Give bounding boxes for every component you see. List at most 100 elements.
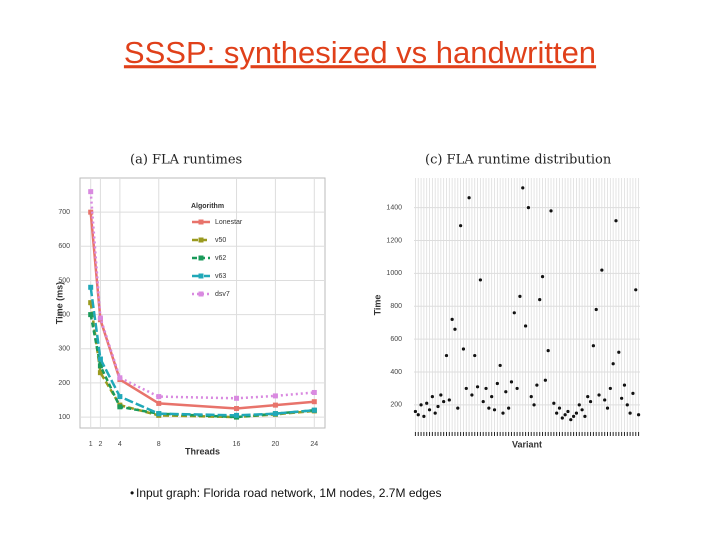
legend-marker: [198, 237, 204, 243]
point: [461, 347, 466, 351]
x-axis-label: Variant: [512, 439, 542, 449]
point: [529, 395, 533, 399]
point: [422, 414, 426, 418]
point: [518, 294, 522, 298]
point: [470, 393, 474, 397]
point: [419, 403, 423, 407]
point: [272, 402, 278, 408]
point: [577, 403, 581, 407]
point: [234, 412, 240, 418]
y-tick-label: 400: [390, 369, 402, 376]
point: [563, 413, 567, 417]
point: [569, 418, 573, 422]
point: [475, 385, 480, 389]
point: [549, 209, 553, 213]
y-axis-label: Time (ms): [54, 282, 64, 324]
chart-title: (c) FLA runtime distribution: [425, 153, 612, 168]
point: [628, 411, 632, 415]
point: [586, 395, 590, 399]
legend-marker: [198, 291, 204, 297]
bullet-dot: •: [130, 486, 134, 500]
point: [311, 399, 317, 405]
point: [588, 399, 593, 404]
point: [597, 393, 601, 397]
point: [425, 401, 429, 405]
point: [492, 408, 497, 412]
slide-title: SSSP: synthesized vs handwritten: [124, 35, 596, 70]
point: [478, 278, 482, 282]
point: [560, 416, 564, 420]
point: [97, 356, 103, 362]
point: [413, 409, 418, 414]
point: [572, 414, 576, 418]
point: [272, 393, 278, 399]
x-tick-label: 8: [157, 441, 161, 448]
point: [430, 395, 434, 399]
y-tick-label: 1200: [386, 237, 402, 244]
legend-label: Lonestar: [215, 219, 243, 226]
point: [484, 386, 488, 391]
point: [88, 209, 94, 215]
point: [495, 381, 499, 386]
point: [311, 389, 317, 395]
point: [546, 349, 550, 353]
y-tick-label: 500: [58, 277, 70, 284]
point: [636, 413, 641, 417]
y-tick-label: 800: [390, 303, 402, 310]
legend-marker: [198, 255, 204, 261]
point: [538, 298, 542, 302]
point: [521, 186, 525, 190]
point: [501, 411, 505, 415]
point: [540, 275, 545, 279]
y-tick-label: 100: [58, 414, 70, 421]
y-tick-label: 600: [58, 243, 70, 250]
point: [464, 386, 468, 391]
point: [580, 408, 584, 412]
x-axis-label: Threads: [185, 446, 220, 456]
point: [523, 324, 528, 328]
point: [447, 398, 451, 402]
point: [88, 300, 94, 306]
point: [97, 363, 103, 369]
point: [117, 404, 123, 410]
x-tick-label: 1: [89, 441, 93, 448]
point: [512, 311, 516, 315]
point: [614, 219, 618, 223]
point: [532, 403, 536, 407]
legend-marker: [198, 219, 204, 225]
y-axis-label: Time: [372, 295, 382, 316]
point: [439, 393, 443, 397]
point: [311, 407, 317, 413]
point: [594, 307, 598, 312]
point: [272, 411, 278, 417]
y-tick-label: 700: [58, 209, 70, 216]
y-tick-label: 200: [58, 380, 70, 387]
legend-label: dsv7: [215, 291, 230, 298]
point: [608, 386, 612, 391]
point: [557, 406, 562, 410]
bullet: Input graph: Florida road network, 1M no…: [136, 486, 442, 500]
x-tick-label: 4: [118, 441, 122, 448]
point: [552, 401, 556, 405]
point: [631, 391, 635, 395]
point: [97, 370, 103, 376]
y-tick-label: 1400: [386, 204, 402, 211]
point: [88, 284, 94, 290]
x-tick-label: 24: [310, 441, 318, 448]
point: [625, 403, 629, 407]
point: [555, 411, 559, 415]
point: [583, 414, 587, 418]
point: [444, 353, 449, 358]
legend-label: v63: [215, 273, 226, 280]
point: [97, 315, 103, 321]
point: [509, 380, 514, 384]
point: [611, 362, 615, 366]
point: [481, 399, 485, 404]
plot-area: [79, 177, 326, 429]
legend-label: v50: [215, 237, 226, 244]
y-tick-label: 400: [58, 311, 70, 318]
point: [603, 398, 607, 402]
point: [543, 378, 547, 382]
point: [234, 395, 240, 401]
point: [622, 383, 627, 387]
